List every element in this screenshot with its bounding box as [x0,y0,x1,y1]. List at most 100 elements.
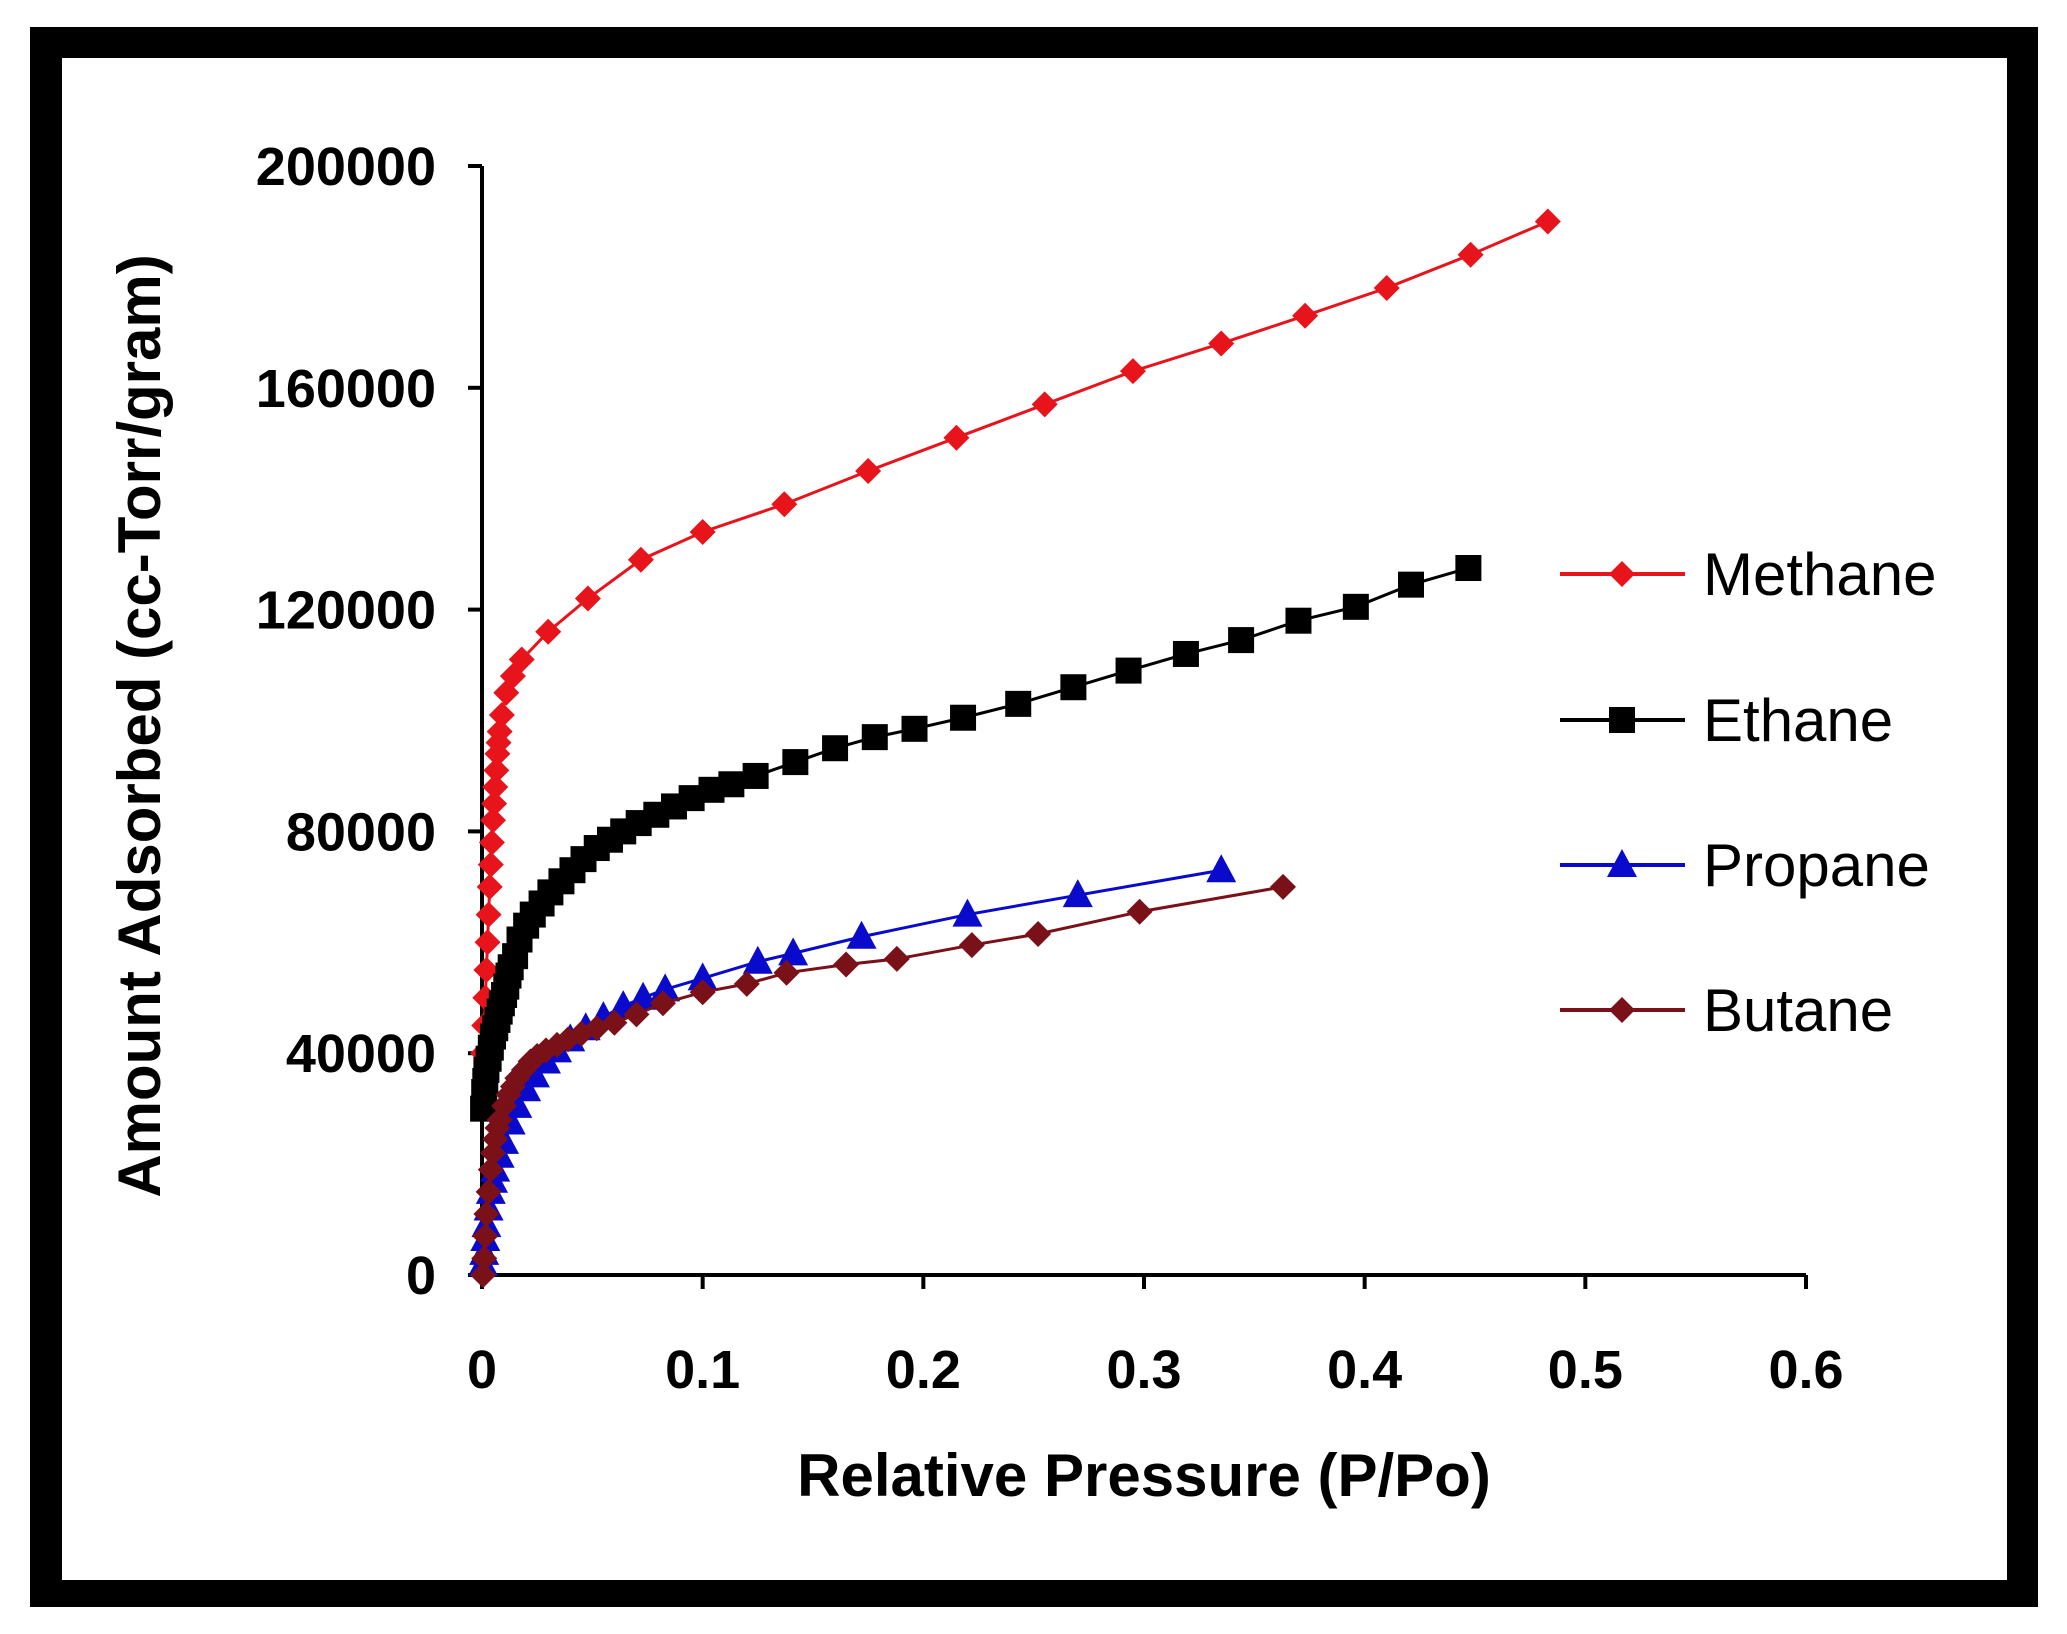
methane-point [1208,330,1235,357]
propane-point [650,973,681,1002]
x-tick-label: 0.3 [1106,1340,1181,1400]
butane-point [471,1245,498,1272]
y-tick-label: 40000 [286,1024,436,1084]
methane-point [1534,208,1561,235]
ethane-point [861,724,888,751]
butane-point [470,1262,497,1288]
ethane-point [782,749,809,776]
ethane-point [1060,674,1087,701]
butane-point [733,970,760,997]
ethane-point [950,704,977,731]
legend-item-ethane: Ethane [1560,687,1893,754]
butane-point [473,1201,500,1228]
methane-point [771,491,798,518]
methane-point [477,851,504,878]
legend-item-propane: Propane [1560,832,1930,899]
y-tick-label: 0 [406,1246,436,1306]
x-tick-label: 0.4 [1327,1340,1402,1400]
methane-point [1292,302,1319,329]
y-tick-label: 120000 [256,581,436,641]
x-axis-title: Relative Pressure (P/Po) [797,1442,1491,1509]
methane-point [1457,241,1484,268]
methane-point [535,618,562,645]
methane-point [474,929,501,956]
methane-point [482,774,509,801]
butane-point [623,1001,650,1028]
propane-point [846,920,877,949]
butane-point [1270,873,1297,900]
series-ethane [470,555,1482,1122]
butane-point [773,959,800,986]
methane-point [488,701,515,728]
ethane-point [1228,627,1255,654]
ethane-point [1115,657,1142,684]
butane-point [958,932,985,959]
propane-line [481,868,1222,1265]
methane-point [1119,358,1146,385]
y-tick-label: 160000 [256,359,436,419]
ticks: 0 0.1 0.2 0.3 0.4 0.5 0.6 0 40000 80000 120000 1600… [256,137,1844,1400]
butane-line [481,885,1284,1276]
methane-point [943,424,970,451]
series-methane [470,208,1561,1067]
methane-line [481,220,1549,1054]
legend-label-ethane: Ethane [1703,687,1893,754]
methane-point [473,957,500,984]
ethane-point [1005,690,1032,717]
methane-point [486,718,513,745]
methane-point [483,757,510,784]
x-tick-label: 0.1 [665,1340,740,1400]
legend-item-butane: Butane [1560,977,1893,1044]
methane-point [508,646,535,673]
methane-point [480,807,507,834]
methane-point [627,546,654,573]
butane-point [472,1223,499,1250]
methane-point [689,518,716,545]
legend-label-propane: Propane [1703,832,1930,899]
butane-point [1126,898,1153,925]
x-tick-label: 0.5 [1548,1340,1623,1400]
butane-point [583,1015,610,1042]
x-tick-label: 0 [467,1340,497,1400]
x-tick-label: 0.6 [1768,1340,1843,1400]
butane-point [649,990,676,1017]
methane-point [855,457,882,484]
butane-point [475,1178,502,1205]
butane-point [1025,920,1052,947]
ethane-point [822,735,849,762]
methane-point [1373,274,1400,301]
ethane-point [1398,571,1425,598]
chart-panel [62,58,2007,1580]
butane-point [883,945,910,972]
legend-marker-propane [1607,849,1637,877]
methane-point [475,901,502,928]
ethane-point [1455,555,1482,582]
butane-point [601,1009,628,1036]
propane-point [952,898,983,927]
butane-point [477,1156,504,1183]
series-layer [468,208,1561,1288]
propane-point [742,945,773,974]
ethane-point [718,771,745,798]
legend-label-methane: Methane [1703,541,1937,608]
series-propane [468,854,1237,1276]
methane-point [481,790,508,817]
methane-point [1031,391,1058,418]
methane-point [476,873,503,900]
propane-point [1206,854,1237,883]
propane-point [687,962,718,991]
legend-item-methane: Methane [1560,541,1937,608]
legend: Methane Ethane Propane Butane [1560,541,1937,1044]
ethane-point [1285,607,1312,634]
legend-marker-butane [1609,997,1635,1023]
butane-point [689,979,716,1006]
series-butane [470,873,1297,1288]
ethane-point [742,762,769,789]
propane-point [1062,879,1093,908]
butane-point [833,951,860,978]
ethane-point [901,715,928,742]
methane-point [574,585,601,612]
legend-marker-ethane [1609,707,1635,733]
propane-point [778,937,809,966]
legend-marker-methane [1609,561,1635,587]
